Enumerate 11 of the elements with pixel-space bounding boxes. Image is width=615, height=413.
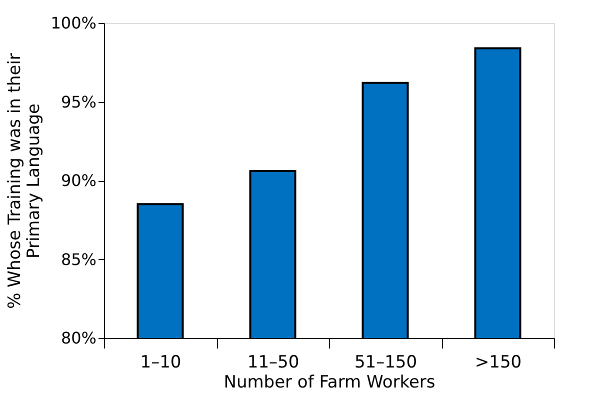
x-tick-label: 1–10 bbox=[140, 352, 182, 372]
x-tick-label: >150 bbox=[474, 352, 522, 372]
y-tick-label: 90% bbox=[60, 171, 96, 190]
x-axis-title: Number of Farm Workers bbox=[224, 372, 436, 392]
y-tick-label: 100% bbox=[50, 14, 96, 32]
x-tick-label: 51–150 bbox=[354, 352, 418, 372]
y-tick-label: 95% bbox=[60, 92, 96, 112]
y-tick-label: 85% bbox=[60, 250, 96, 269]
x-tick-label: 11–50 bbox=[247, 352, 300, 372]
y-axis-title: % Whose Training was in their Primary Language bbox=[4, 53, 44, 309]
y-tick-label: 80% bbox=[60, 328, 96, 348]
